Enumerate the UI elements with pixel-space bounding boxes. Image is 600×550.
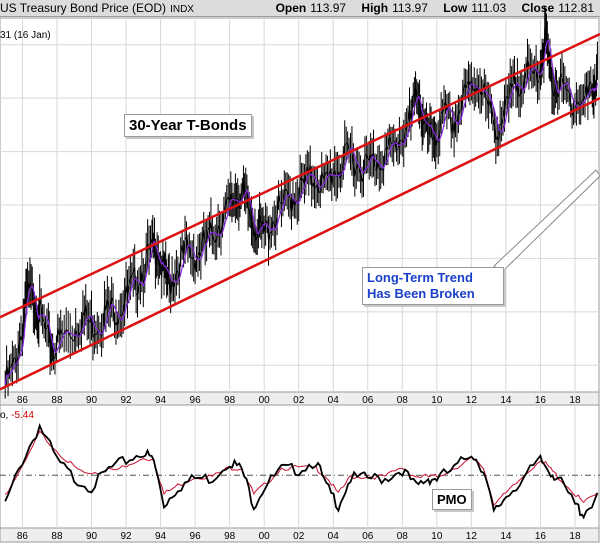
trend-line1: Long-Term Trend [367,270,473,285]
bonds-annotation: 30-Year T-Bonds [124,114,252,137]
x-tick-label: 00 [259,531,271,542]
x-tick-label: 98 [224,531,236,542]
low-key: Low [443,1,468,15]
pmo-signal-line [4,430,598,507]
x-tick-label: 92 [120,531,132,542]
x-tick-label: 94 [155,531,167,542]
x-tick-label: 14 [500,395,512,406]
pmo-value-readout: o, -5.44 [0,410,34,421]
x-tick-label: 92 [120,395,132,406]
trend-annotation: Long-Term Trend Has Been Broken [362,267,504,305]
x-tick-label: 96 [190,395,202,406]
x-tick-label: 90 [86,531,98,542]
x-tick-label: 08 [397,531,409,542]
x-tick-label: 12 [466,531,478,542]
pmo-line [4,423,599,520]
x-tick-label: 04 [328,395,340,406]
x-tick-label: 16 [535,531,547,542]
x-tick-label: 10 [431,395,443,406]
chart-header: US Treasury Bond Price (EOD) INDX Open 113… [0,0,600,17]
x-tick-label: 18 [569,395,581,406]
x-tick-label: 88 [51,531,63,542]
x-tick-label: 00 [259,395,271,406]
x-tick-label: 08 [397,395,409,406]
x-tick-label: 90 [86,395,98,406]
x-axis-band-bottom [0,527,600,543]
low-value: 111.03 [471,1,507,15]
chart-title: US Treasury Bond Price (EOD) INDX [0,1,194,15]
x-tick-label: 12 [466,395,478,406]
upper-channel-line [0,32,600,319]
index-label: INDX [170,4,194,15]
open-key: Open [275,1,307,15]
x-tick-label: 94 [155,395,167,406]
high-value: 113.97 [392,1,428,15]
pmo-annotation: PMO [432,489,472,510]
lower-channel-line [0,97,600,391]
moving-average-line [4,39,598,385]
high-key: High [361,1,389,15]
x-tick-label: 14 [500,531,512,542]
pmo-value: -5.44 [11,410,34,421]
date-label: 31 (16 Jan) [0,30,51,41]
x-tick-label: 86 [17,395,29,406]
x-tick-label: 96 [190,531,202,542]
x-tick-label: 88 [51,395,63,406]
x-tick-label: 16 [535,395,547,406]
close-value: 112.81 [558,1,594,15]
x-tick-label: 04 [328,531,340,542]
x-tick-label: 06 [362,531,374,542]
x-tick-label: 86 [17,531,29,542]
x-tick-label: 06 [362,395,374,406]
x-tick-label: 02 [293,395,305,406]
ohlc-readout: Open 113.97 High 113.97 Low 111.03 Close 112… [264,1,594,15]
x-tick-label: 02 [293,531,305,542]
x-tick-label: 18 [569,531,581,542]
trend-line2: Has Been Broken [367,286,475,301]
x-tick-label: 98 [224,395,236,406]
x-tick-label: 10 [431,531,443,542]
pmo-prefix: o, [0,410,9,421]
open-value: 113.97 [310,1,347,15]
